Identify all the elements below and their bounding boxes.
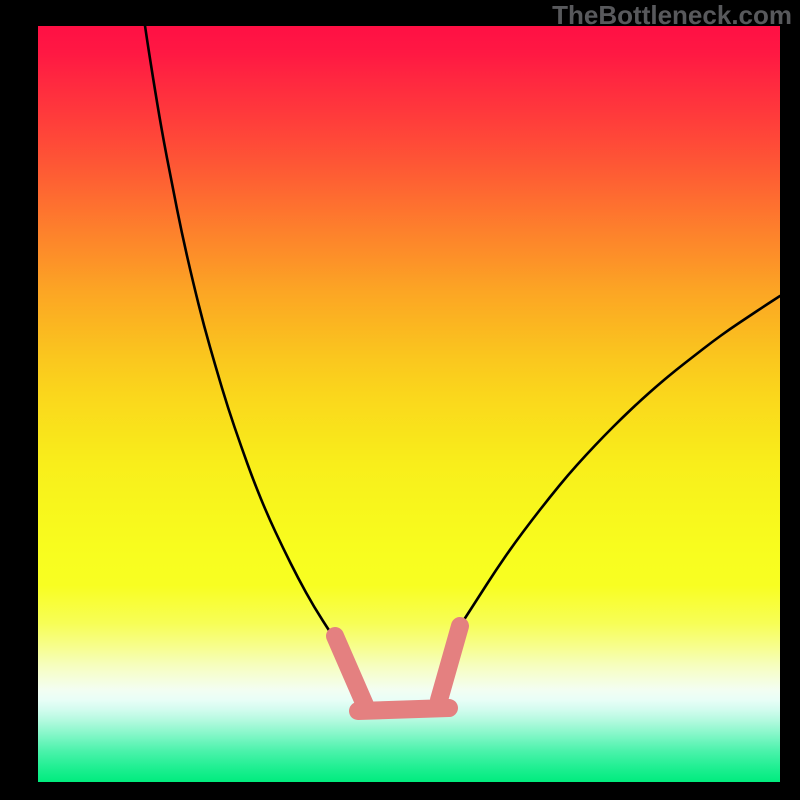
- chart-frame: TheBottleneck.com: [0, 0, 800, 800]
- highlight-segment-2: [439, 626, 460, 700]
- curve-right: [452, 296, 780, 638]
- curve-left: [86, 0, 340, 647]
- chart-overlay: [0, 0, 800, 800]
- watermark-text: TheBottleneck.com: [552, 0, 792, 31]
- highlight-segment-1: [358, 708, 449, 711]
- highlight-segment-0: [335, 636, 365, 705]
